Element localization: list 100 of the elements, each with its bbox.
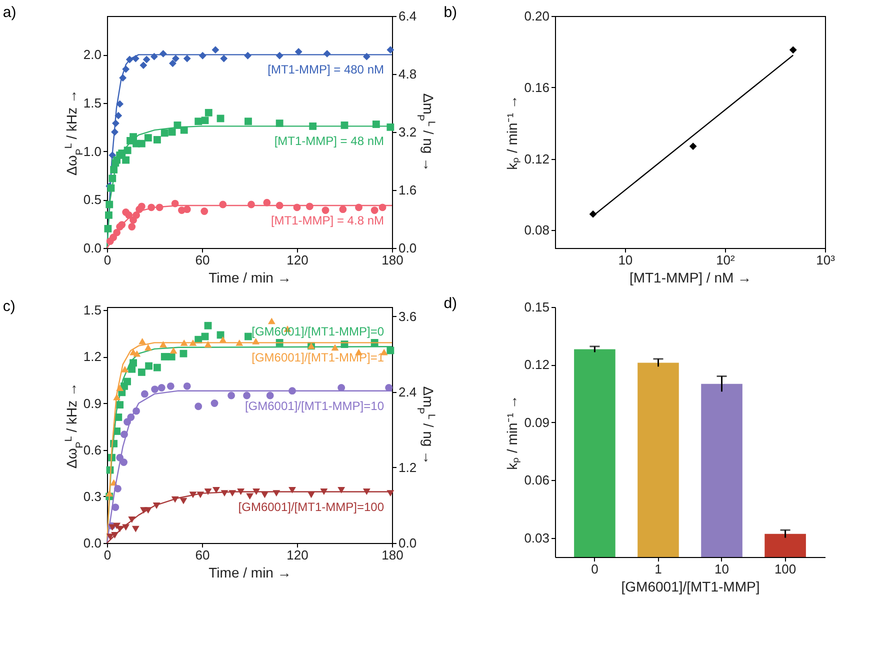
point	[204, 108, 212, 116]
point	[112, 504, 120, 511]
y-tick-label: 0.09	[524, 414, 550, 430]
y-tick-label: 0.5	[83, 192, 102, 208]
point	[144, 344, 152, 351]
text: d)	[444, 295, 458, 312]
text: a)	[2, 4, 16, 21]
y2-tick-label: 4.8	[398, 66, 417, 82]
point	[183, 206, 191, 214]
x-tick-label: 0	[104, 548, 112, 562]
y-tick-label: 0.06	[524, 472, 550, 488]
point	[138, 368, 146, 376]
y-tick-label: 1.2	[83, 349, 102, 364]
series-label: [MT1-MMP] = 480 nM	[268, 62, 384, 77]
point	[180, 350, 188, 358]
point	[160, 352, 168, 360]
y-tick-label: 0.15	[524, 300, 550, 314]
x-axis-title: [GM6001]/[MT1-MMP]	[621, 578, 760, 594]
x-axis-title: [MT1-MMP] / nM →	[629, 270, 752, 286]
point	[216, 331, 224, 339]
point	[133, 350, 141, 357]
series-label: [GM6001]/[MT1-MMP]=1	[252, 350, 384, 365]
point	[142, 56, 150, 64]
point	[386, 346, 394, 354]
x-tick-label: 10³	[816, 252, 836, 268]
y-tick-label: 0.12	[524, 357, 550, 372]
y2-tick-label: 6.4	[398, 8, 417, 24]
point	[200, 208, 208, 215]
y-tick-label: 1.5	[83, 96, 102, 110]
x-tick-label: 1	[654, 562, 662, 576]
y-tick-label: 0.9	[83, 396, 102, 411]
x-tick-label: 10	[714, 562, 729, 576]
y-tick-label: 0.12	[524, 151, 550, 166]
y2-tick-label: 3.6	[398, 308, 417, 324]
y-tick-label: 1.0	[83, 144, 102, 159]
point	[194, 118, 202, 126]
point	[114, 112, 122, 120]
y-tick-label: 0.08	[524, 222, 550, 238]
point	[212, 487, 220, 494]
point	[322, 206, 330, 214]
point	[138, 140, 146, 148]
series-label: [MT1-MMP] = 4.8 nM	[270, 213, 384, 228]
x-tick-label: 120	[286, 548, 308, 562]
y-axis-title: kₚ / min⁻¹ →	[504, 395, 522, 470]
point	[331, 344, 339, 351]
y2-tick-label: 2.4	[398, 384, 417, 400]
point	[266, 392, 274, 400]
point	[589, 210, 597, 218]
point	[140, 390, 148, 398]
point	[339, 206, 347, 214]
point	[220, 54, 228, 62]
point	[145, 362, 153, 370]
point	[183, 54, 191, 62]
point	[201, 116, 209, 124]
y-tick-label: 0.0	[83, 240, 102, 256]
point	[106, 534, 114, 540]
y-axis-title: kₚ / min⁻¹ →	[504, 95, 522, 170]
point	[294, 48, 302, 56]
y2-tick-label: 0.0	[398, 536, 417, 550]
point	[204, 488, 212, 495]
point	[244, 332, 252, 340]
point	[243, 392, 251, 400]
point	[170, 347, 178, 354]
point	[144, 134, 152, 142]
point	[180, 498, 188, 504]
point	[138, 338, 146, 344]
y2-tick-label: 3.2	[398, 124, 417, 140]
point	[160, 129, 168, 137]
point	[140, 62, 148, 70]
point	[122, 156, 130, 164]
x-tick-label: 120	[286, 252, 308, 268]
point	[212, 46, 220, 54]
x-tick-label: 0	[591, 562, 598, 576]
x-tick-label: 60	[195, 252, 210, 268]
point	[168, 352, 176, 360]
x-tick-label: 100	[774, 562, 796, 576]
y-tick-label: 0.16	[524, 80, 550, 95]
y2-tick-label: 1.2	[398, 460, 417, 475]
point	[158, 384, 166, 392]
point	[689, 142, 697, 150]
point	[124, 378, 131, 386]
point	[183, 382, 191, 390]
x-tick-label: 10²	[716, 252, 736, 268]
x-tick-label: 10	[618, 252, 633, 268]
y-tick-label: 1.5	[83, 302, 102, 318]
y2-tick-label: 1.6	[398, 182, 417, 198]
x-tick-label: 180	[382, 252, 404, 268]
point	[386, 46, 394, 54]
point	[204, 322, 212, 330]
y2-tick-label: 0.0	[398, 240, 417, 256]
x-axis-title: Time / min →	[208, 564, 292, 580]
point	[789, 46, 797, 54]
point	[169, 60, 176, 68]
text: c)	[2, 298, 16, 316]
point	[370, 206, 378, 214]
point	[132, 526, 140, 532]
point	[151, 386, 159, 393]
point	[194, 402, 202, 410]
point	[244, 118, 252, 126]
y-tick-label: 0.03	[524, 530, 550, 546]
